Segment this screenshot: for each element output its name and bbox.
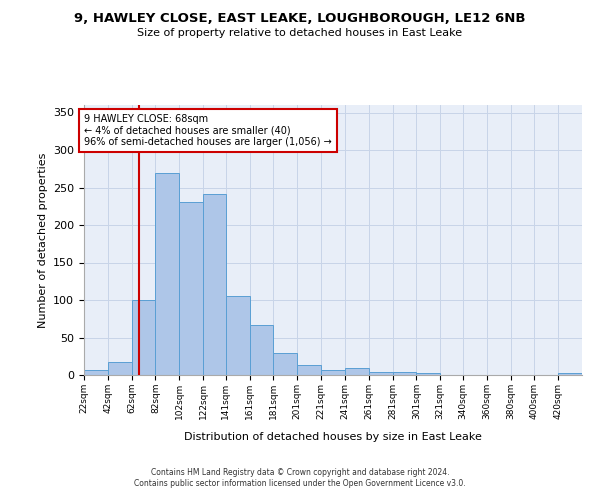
Y-axis label: Number of detached properties: Number of detached properties: [38, 152, 47, 328]
Text: Contains HM Land Registry data © Crown copyright and database right 2024.
Contai: Contains HM Land Registry data © Crown c…: [134, 468, 466, 487]
Bar: [108, 362, 131, 375]
Bar: [392, 372, 416, 375]
Text: 9, HAWLEY CLOSE, EAST LEAKE, LOUGHBOROUGH, LE12 6NB: 9, HAWLEY CLOSE, EAST LEAKE, LOUGHBOROUG…: [74, 12, 526, 26]
Bar: [226, 296, 250, 375]
Bar: [321, 370, 345, 375]
Bar: [416, 373, 440, 375]
Bar: [250, 325, 274, 375]
Bar: [345, 368, 369, 375]
Bar: [297, 364, 321, 375]
Bar: [274, 352, 297, 375]
Text: Distribution of detached houses by size in East Leake: Distribution of detached houses by size …: [184, 432, 482, 442]
Text: Size of property relative to detached houses in East Leake: Size of property relative to detached ho…: [137, 28, 463, 38]
Bar: [558, 373, 582, 375]
Bar: [84, 370, 108, 375]
Bar: [155, 172, 179, 375]
Bar: [179, 202, 203, 375]
Bar: [203, 194, 226, 375]
Bar: [131, 300, 155, 375]
Text: 9 HAWLEY CLOSE: 68sqm
← 4% of detached houses are smaller (40)
96% of semi-detac: 9 HAWLEY CLOSE: 68sqm ← 4% of detached h…: [84, 114, 332, 147]
Bar: [369, 372, 392, 375]
